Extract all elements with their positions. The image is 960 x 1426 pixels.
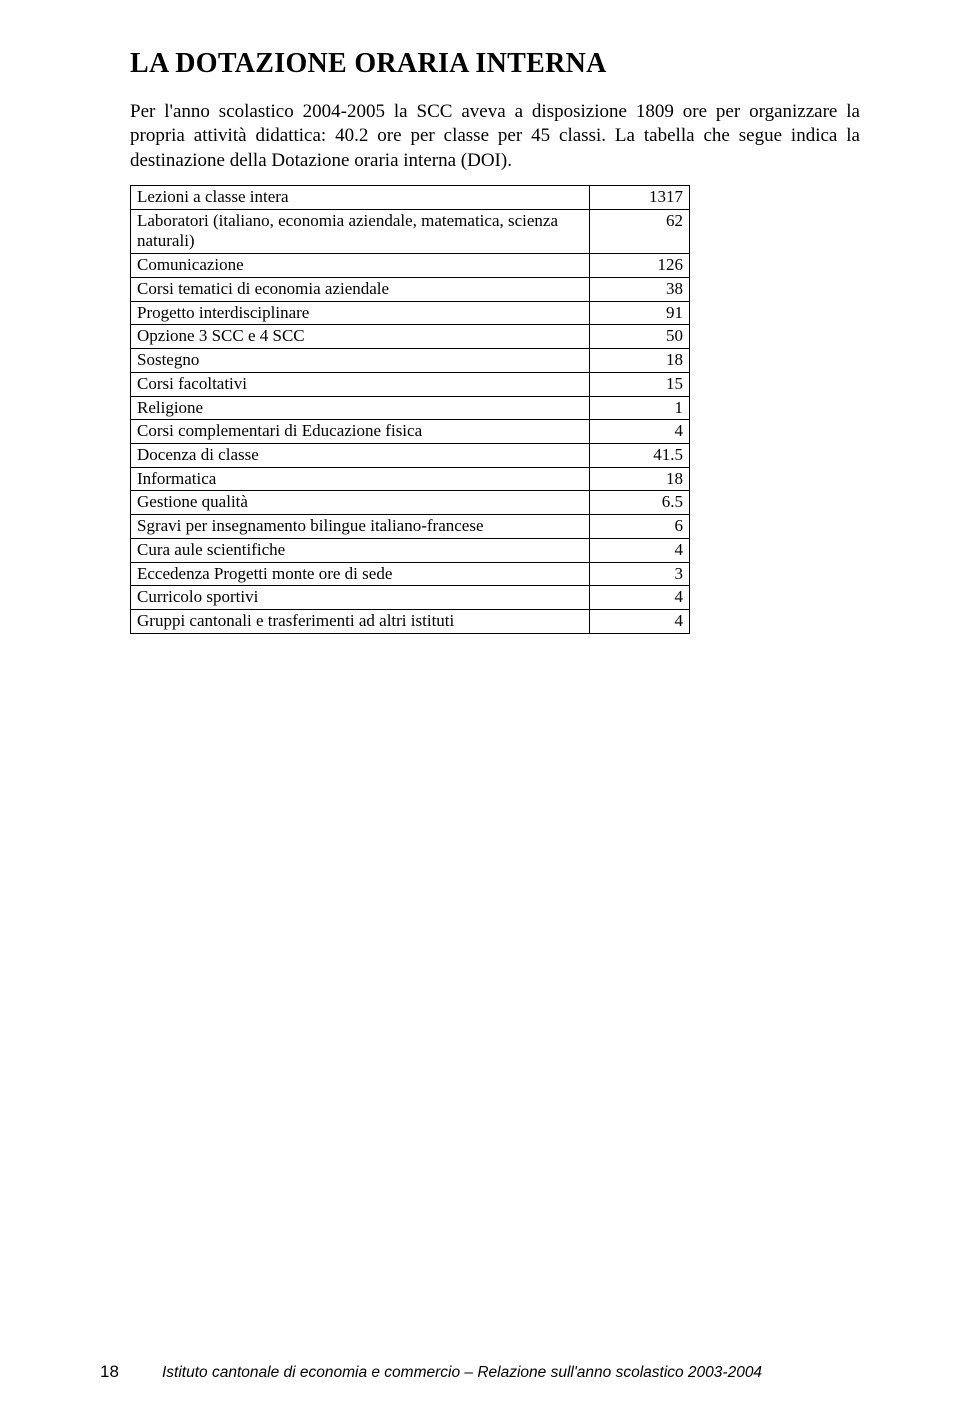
table-row: Gruppi cantonali e trasferimenti ad altr… <box>131 610 690 634</box>
row-value: 38 <box>590 277 690 301</box>
table-row: Opzione 3 SCC e 4 SCC50 <box>131 325 690 349</box>
row-value: 50 <box>590 325 690 349</box>
row-value: 3 <box>590 562 690 586</box>
table-row: Curricolo sportivi4 <box>131 586 690 610</box>
row-value: 15 <box>590 372 690 396</box>
table-row: Docenza di classe41.5 <box>131 444 690 468</box>
table-row: Corsi complementari di Educazione fisica… <box>131 420 690 444</box>
row-value: 41.5 <box>590 444 690 468</box>
row-label: Comunicazione <box>131 254 590 278</box>
table-row: Laboratori (italiano, economia aziendale… <box>131 209 690 253</box>
table-row: Sgravi per insegnamento bilingue italian… <box>131 515 690 539</box>
row-label: Informatica <box>131 467 590 491</box>
row-value: 4 <box>590 586 690 610</box>
page-footer: 18 Istituto cantonale di economia e comm… <box>0 1362 960 1382</box>
table-row: Religione1 <box>131 396 690 420</box>
row-label: Sostegno <box>131 349 590 373</box>
row-value: 62 <box>590 209 690 253</box>
doi-table-body: Lezioni a classe intera1317 Laboratori (… <box>131 185 690 633</box>
row-label: Sgravi per insegnamento bilingue italian… <box>131 515 590 539</box>
row-label: Cura aule scientifiche <box>131 538 590 562</box>
page-number: 18 <box>100 1362 140 1382</box>
row-label: Docenza di classe <box>131 444 590 468</box>
row-label: Opzione 3 SCC e 4 SCC <box>131 325 590 349</box>
footer-line: 18 Istituto cantonale di economia e comm… <box>100 1362 860 1382</box>
row-value: 18 <box>590 349 690 373</box>
row-label: Eccedenza Progetti monte ore di sede <box>131 562 590 586</box>
table-row: Eccedenza Progetti monte ore di sede3 <box>131 562 690 586</box>
page: LA DOTAZIONE ORARIA INTERNA Per l'anno s… <box>0 0 960 1426</box>
table-row: Sostegno18 <box>131 349 690 373</box>
table-row: Corsi tematici di economia aziendale38 <box>131 277 690 301</box>
row-label: Lezioni a classe intera <box>131 185 590 209</box>
row-value: 1 <box>590 396 690 420</box>
row-value: 6 <box>590 515 690 539</box>
row-value: 6.5 <box>590 491 690 515</box>
row-label: Gruppi cantonali e trasferimenti ad altr… <box>131 610 590 634</box>
row-value: 1317 <box>590 185 690 209</box>
row-value: 18 <box>590 467 690 491</box>
row-label: Progetto interdisciplinare <box>131 301 590 325</box>
table-row: Progetto interdisciplinare91 <box>131 301 690 325</box>
row-label: Corsi complementari di Educazione fisica <box>131 420 590 444</box>
row-label: Gestione qualità <box>131 491 590 515</box>
row-label: Religione <box>131 396 590 420</box>
footer-text: Istituto cantonale di economia e commerc… <box>140 1364 860 1382</box>
row-label: Laboratori (italiano, economia aziendale… <box>131 209 590 253</box>
table-row: Gestione qualità6.5 <box>131 491 690 515</box>
row-value: 126 <box>590 254 690 278</box>
table-row: Corsi facoltativi15 <box>131 372 690 396</box>
row-label: Corsi facoltativi <box>131 372 590 396</box>
row-value: 4 <box>590 420 690 444</box>
row-value: 4 <box>590 538 690 562</box>
table-row: Comunicazione126 <box>131 254 690 278</box>
intro-paragraph: Per l'anno scolastico 2004-2005 la SCC a… <box>130 100 860 173</box>
doi-table: Lezioni a classe intera1317 Laboratori (… <box>130 185 690 634</box>
table-row: Lezioni a classe intera1317 <box>131 185 690 209</box>
table-row: Informatica18 <box>131 467 690 491</box>
row-label: Curricolo sportivi <box>131 586 590 610</box>
row-value: 4 <box>590 610 690 634</box>
table-row: Cura aule scientifiche4 <box>131 538 690 562</box>
row-value: 91 <box>590 301 690 325</box>
row-label: Corsi tematici di economia aziendale <box>131 277 590 301</box>
section-heading: LA DOTAZIONE ORARIA INTERNA <box>130 48 860 80</box>
